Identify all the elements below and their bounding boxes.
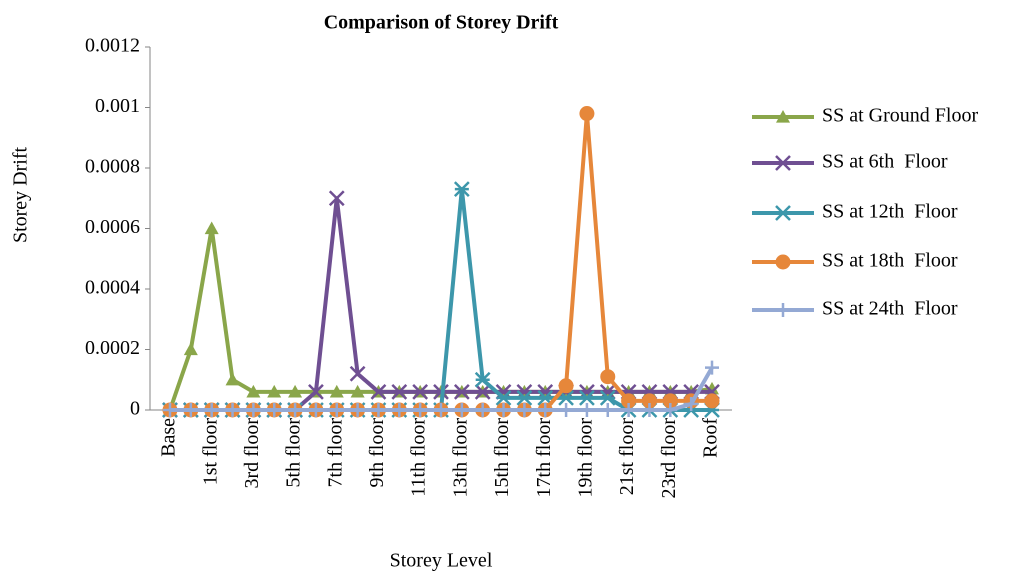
marker [267,403,282,417]
marker [684,396,699,411]
y-axis-label: Storey Drift [10,147,32,244]
x-tick-label: 17th floor [533,418,555,498]
marker [579,106,595,122]
series-line [170,187,712,412]
marker [558,378,574,394]
marker [225,403,240,417]
marker [349,365,366,382]
y-tick-label: 0.0008 [85,156,140,178]
marker [453,383,470,400]
y-tick-label: 0.0012 [85,35,140,57]
marker [204,221,219,235]
legend-label: SS at 24th Floor [822,298,958,320]
series-line [170,111,712,412]
y-tick-label: 0.0004 [85,277,140,299]
y-tick-label: 0.0006 [85,216,140,238]
marker [308,403,323,417]
marker [600,403,615,417]
series-line [170,196,712,412]
marker [434,403,448,417]
marker [204,403,219,417]
marker [246,403,261,417]
marker [454,403,469,417]
marker [474,383,491,400]
x-tick-label: 23rd floor [658,418,680,499]
marker [538,403,553,417]
marker [475,403,490,417]
marker [704,393,720,409]
marker [495,390,512,406]
marker [225,372,240,386]
x-tick-label: Base [158,418,180,457]
x-axis-label: Storey Level [390,550,493,572]
x-tick-label: 21st floor [616,418,638,496]
marker [705,360,719,375]
marker [329,403,344,417]
series [163,360,719,417]
series-line [168,226,713,411]
marker [474,371,491,388]
marker [329,384,344,398]
marker [267,384,282,398]
marker [328,190,345,207]
marker [412,383,429,400]
marker [621,403,636,417]
marker [163,403,177,417]
marker [453,181,470,198]
marker [246,384,261,398]
marker [308,383,324,400]
x-tick-label: 7th floor [324,418,346,488]
x-tick-label: 5th floor [283,418,305,488]
x-tick-label: 19th floor [575,418,597,498]
marker [370,383,387,400]
x-tick-label: Roof [700,418,722,458]
x-tick-label: 3rd floor [241,418,263,489]
x-tick-label: 1st floor [199,418,221,486]
marker [517,403,532,417]
y-tick-label: 0 [130,398,140,420]
marker [621,393,637,409]
marker [662,393,678,409]
chart-title: Comparison of Storey Drift [324,12,559,34]
marker [183,342,198,356]
legend-marker [775,254,791,270]
marker [516,390,533,406]
marker [392,403,407,417]
marker [642,403,657,417]
marker [600,369,616,385]
x-tick-label: 11th floor [408,418,430,497]
legend-label: SS at 18th Floor [822,250,958,272]
y-tick-label: 0.001 [95,95,140,117]
marker [579,390,595,406]
marker [559,403,574,417]
marker [350,403,365,417]
marker [288,403,303,417]
legend-marker [776,110,790,123]
x-tick-label: 13th floor [449,418,471,498]
marker [579,403,594,417]
marker [350,384,365,398]
marker [641,393,657,409]
series [162,190,720,418]
marker [371,403,386,417]
marker [413,403,428,417]
x-tick-label: 9th floor [366,418,388,488]
legend-marker [776,303,790,317]
marker [288,384,303,398]
legend-marker [775,205,791,221]
legend-label: SS at Ground Floor [822,105,978,127]
series [162,181,720,418]
y-tick-label: 0.0002 [85,337,140,359]
legend-label: SS at 12th Floor [822,201,958,223]
legend-marker [775,155,791,171]
marker [391,383,408,400]
legend-label: SS at 6th Floor [822,151,948,173]
marker [599,390,616,406]
x-tick-label: 15th floor [491,418,513,498]
series [162,106,720,418]
marker [496,403,511,417]
marker [663,403,678,417]
marker [183,403,198,417]
